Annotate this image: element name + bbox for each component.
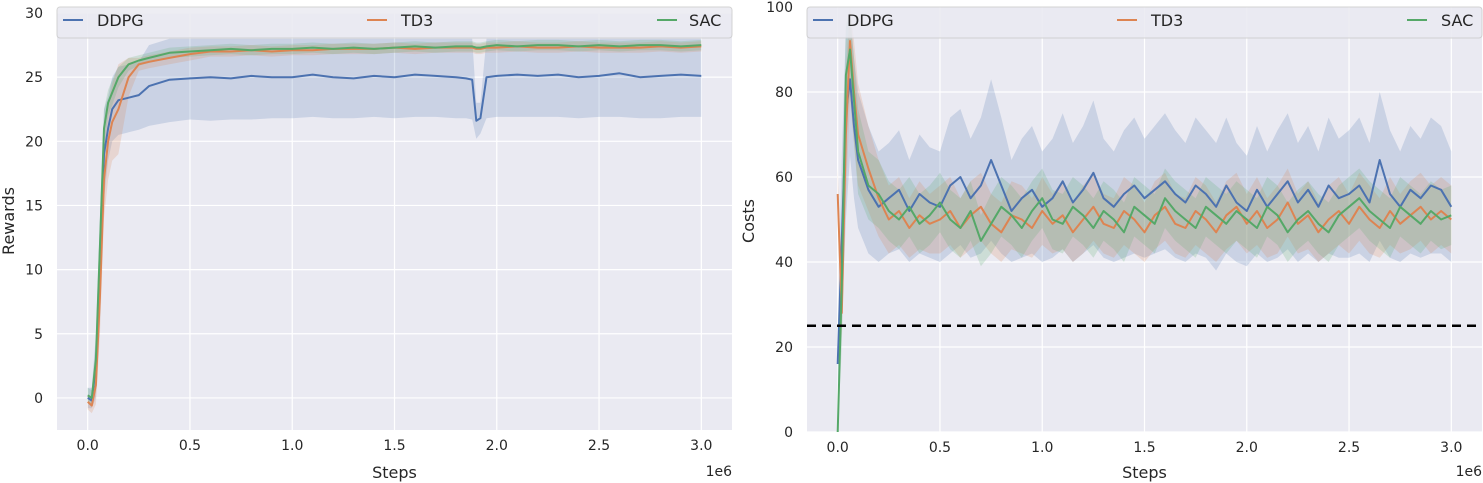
rewards-y-tick-label: 10 xyxy=(25,263,43,279)
rewards-sac-line xyxy=(87,44,702,399)
costs-y-tick-label: 100 xyxy=(766,0,793,16)
rewards-legend-td3: TD3 xyxy=(400,11,433,30)
rewards-x-tick-label: 2.5 xyxy=(588,438,610,454)
costs-legend: DDPG TD3 SAC xyxy=(806,6,1483,39)
rewards-y-tick-label: 30 xyxy=(25,6,43,22)
costs-x-ticks: 0.0 0.5 1.0 1.5 2.0 2.5 3.0 xyxy=(827,440,1463,456)
costs-y-ticks: 0 20 40 60 80 100 xyxy=(766,0,793,441)
costs-sac-band xyxy=(837,11,1452,433)
rewards-ddpg-line xyxy=(87,72,702,402)
rewards-y-tick-label: 5 xyxy=(34,327,43,343)
costs-legend-box xyxy=(806,6,1483,39)
costs-x-axis-label: Steps xyxy=(1122,463,1167,482)
costs-ddpg-band xyxy=(837,15,1452,390)
costs-y-tick-label: 20 xyxy=(775,340,793,356)
costs-x-tick-label: 2.5 xyxy=(1338,440,1360,456)
costs-x-multiplier: 1e6 xyxy=(1456,464,1483,480)
rewards-x-tick-label: 1.5 xyxy=(383,438,405,454)
costs-legend-td3: TD3 xyxy=(1150,11,1183,30)
costs-chart: 0 20 40 60 80 100 0.0 0.5 1.0 1.5 2.0 2.5 3.0 Steps… xyxy=(739,0,1483,482)
rewards-ddpg-band xyxy=(87,38,702,409)
costs-y-tick-label: 60 xyxy=(775,170,793,186)
rewards-legend-box xyxy=(56,6,733,39)
rewards-x-tick-label: 3.0 xyxy=(690,438,712,454)
costs-x-tick-label: 1.0 xyxy=(1031,440,1053,456)
rewards-legend: DDPG TD3 SAC xyxy=(56,6,733,39)
rewards-y-tick-label: 25 xyxy=(25,70,43,86)
rewards-legend-sac: SAC xyxy=(689,11,721,30)
rewards-legend-ddpg: DDPG xyxy=(97,11,144,30)
costs-y-axis-label: Costs xyxy=(739,199,758,243)
rewards-chart: 0 5 10 15 20 25 30 0.0 0.5 1.0 1.5 2.0 2.5 3.0 Steps… xyxy=(0,6,733,482)
costs-sac-line xyxy=(836,48,1452,433)
rewards-y-axis-label: Rewards xyxy=(0,187,18,255)
costs-x-tick-label: 1.5 xyxy=(1133,440,1155,456)
costs-series-lines xyxy=(836,40,1453,433)
costs-y-tick-label: 40 xyxy=(775,255,793,271)
rewards-confidence-bands xyxy=(87,38,702,414)
rewards-x-tick-label: 1.0 xyxy=(281,438,303,454)
rewards-x-tick-label: 2.0 xyxy=(486,438,508,454)
costs-x-tick-label: 2.0 xyxy=(1236,440,1258,456)
rewards-y-tick-label: 20 xyxy=(25,134,43,150)
costs-y-tick-label: 80 xyxy=(775,85,793,101)
rewards-y-tick-label: 15 xyxy=(25,198,43,214)
rewards-series-lines xyxy=(87,44,702,407)
costs-ddpg-line xyxy=(836,78,1453,365)
rewards-y-ticks: 0 5 10 15 20 25 30 xyxy=(25,6,43,407)
costs-legend-ddpg: DDPG xyxy=(847,11,894,30)
costs-confidence-bands xyxy=(837,7,1452,433)
rewards-x-tick-label: 0.0 xyxy=(77,438,99,454)
costs-x-tick-label: 3.0 xyxy=(1440,440,1462,456)
rewards-x-multiplier: 1e6 xyxy=(706,464,733,480)
costs-x-tick-label: 0.0 xyxy=(827,440,849,456)
rewards-x-ticks: 0.0 0.5 1.0 1.5 2.0 2.5 3.0 xyxy=(77,438,713,454)
costs-x-tick-label: 0.5 xyxy=(929,440,951,456)
rewards-x-axis-label: Steps xyxy=(372,463,417,482)
costs-y-tick-label: 0 xyxy=(784,425,793,441)
rewards-y-tick-label: 0 xyxy=(34,391,43,407)
rewards-x-tick-label: 0.5 xyxy=(179,438,201,454)
costs-td3-line xyxy=(836,40,1452,314)
costs-legend-sac: SAC xyxy=(1441,11,1473,30)
